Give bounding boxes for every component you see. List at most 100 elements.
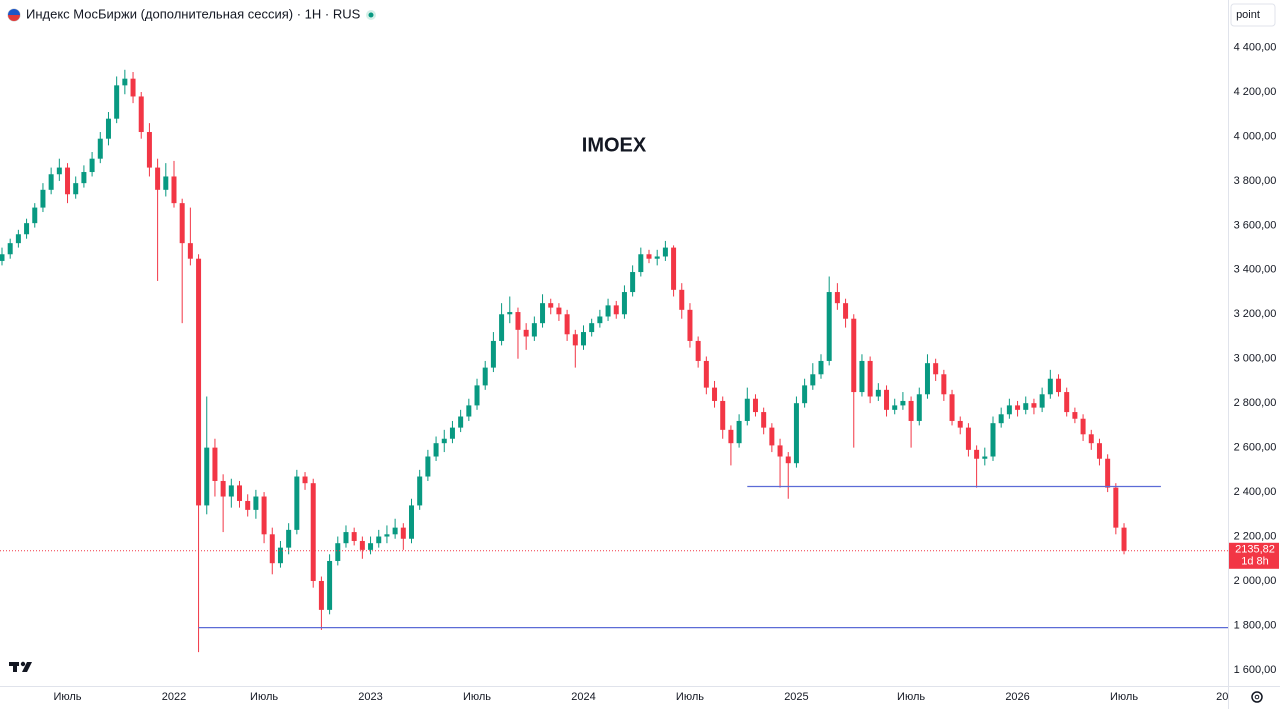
candle-body (253, 496, 259, 510)
candle-body (114, 85, 120, 119)
candle-body (982, 456, 988, 459)
candle-body (1056, 378, 1062, 393)
candle-body (687, 309, 693, 341)
settings-icon[interactable] (1251, 691, 1263, 703)
candle-body (81, 172, 87, 184)
candle-body (1105, 458, 1111, 488)
candle-body (1023, 403, 1029, 410)
y-tick-label: 3 200,00 (1234, 308, 1277, 320)
candle-body (65, 167, 71, 195)
candle-body (572, 334, 578, 346)
candle-body (1039, 394, 1045, 408)
candle-body (302, 476, 308, 484)
candle-body (499, 314, 505, 341)
candle-body (245, 500, 251, 510)
candle-body (40, 189, 46, 208)
candle-body (466, 405, 472, 417)
candle-body (0, 254, 5, 261)
candle-body (834, 292, 840, 304)
candle-body (310, 483, 316, 581)
candle-body (933, 363, 939, 375)
candle-body (24, 223, 30, 235)
candle-body (752, 398, 758, 413)
candle-body (818, 360, 824, 375)
scale-mode-label[interactable]: point (1236, 9, 1260, 21)
candle-body (605, 305, 611, 317)
candle-body (556, 307, 562, 315)
candle-body (163, 176, 169, 190)
candle-body (810, 374, 816, 386)
candle-body (441, 438, 447, 444)
x-tick-label: Июль (250, 691, 278, 703)
candle-body (32, 207, 38, 224)
y-tick-label: 4 200,00 (1234, 86, 1277, 98)
tv-logo (9, 661, 32, 672)
candle-body (146, 132, 152, 168)
candle-body (327, 560, 333, 610)
last-price-label: 2135,82 (1235, 544, 1275, 556)
candle-body (277, 547, 283, 564)
candle-body (728, 429, 734, 444)
candle-body (1113, 487, 1119, 528)
y-tick-label: 1 600,00 (1234, 664, 1277, 676)
candle-body (630, 272, 636, 293)
candle-body (1072, 412, 1078, 419)
candle-body (458, 416, 464, 428)
candle-body (179, 203, 185, 244)
x-tick-label: 2022 (162, 691, 186, 703)
candle-body (875, 389, 881, 397)
candle-body (15, 234, 21, 244)
candle-body (990, 423, 996, 457)
candle-body (892, 405, 898, 410)
candle-body (744, 398, 750, 421)
candle-body (1088, 434, 1094, 444)
x-tick-label: Июль (897, 691, 925, 703)
candle-body (908, 400, 914, 421)
candle-body (138, 96, 144, 133)
candle-body (924, 363, 930, 395)
y-tick-label: 1 800,00 (1234, 619, 1277, 631)
candle-body (785, 456, 791, 464)
candle-body (859, 360, 865, 393)
symbol-title[interactable]: Индекс МосБиржи (дополнительная сессия) … (26, 6, 361, 21)
candle-body (703, 360, 709, 388)
candle-body (351, 532, 357, 541)
candle-body (400, 527, 406, 539)
candle-body (318, 580, 324, 610)
candle-body (695, 340, 701, 361)
candle-body (130, 78, 136, 97)
candle-body (359, 540, 365, 550)
candle-body (1121, 527, 1127, 551)
candle-body (187, 243, 193, 259)
candle-body (564, 314, 570, 335)
y-tick-label: 2 400,00 (1234, 486, 1277, 498)
candle-body (548, 303, 554, 308)
candle-body (425, 456, 431, 477)
candle-body (105, 118, 111, 139)
candle-body (343, 532, 349, 544)
y-tick-label: 2 600,00 (1234, 442, 1277, 454)
candle-body (802, 385, 808, 404)
annotation: IMOEX (582, 134, 647, 156)
candle-body (900, 400, 906, 406)
candle-body (843, 303, 849, 319)
y-tick-label: 2 000,00 (1234, 575, 1277, 587)
candles (0, 69, 1127, 653)
candle-body (294, 476, 300, 530)
candle-body (580, 332, 586, 346)
candle-body (646, 254, 652, 259)
candle-body (826, 292, 832, 361)
candle-body (957, 420, 963, 428)
candle-body (1096, 443, 1102, 459)
candle-body (417, 476, 423, 506)
candle-body (89, 158, 95, 173)
scale-mode-button[interactable] (1230, 3, 1276, 27)
candle-body (73, 183, 79, 195)
candle-body (949, 394, 955, 421)
candle-body (884, 389, 890, 410)
y-tick-label: 2 800,00 (1234, 397, 1277, 409)
candle-body (965, 427, 971, 450)
candle-body (540, 303, 546, 324)
countdown-label: 1d 8h (1241, 556, 1269, 568)
